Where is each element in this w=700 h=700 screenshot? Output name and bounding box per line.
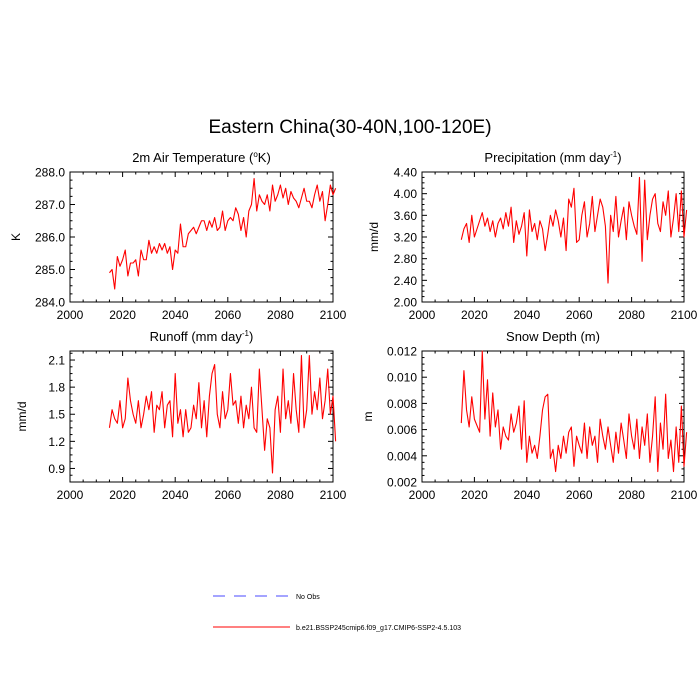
legend-label-no-obs: No Obs — [296, 594, 320, 601]
y-tick-label: 0.006 — [387, 423, 417, 437]
x-tick-label: 2080 — [618, 308, 645, 322]
y-tick-label: 0.002 — [387, 476, 417, 490]
x-tick-label: 2060 — [566, 488, 593, 502]
y-tick-label: 0.008 — [387, 397, 417, 411]
y-axis-label: m — [361, 412, 375, 422]
legend: No Obs b.e21.BSSP245cmip6.f09_g17.CMIP6-… — [213, 594, 461, 632]
x-tick-label: 2040 — [162, 308, 189, 322]
y-tick-label: 4.40 — [394, 166, 418, 180]
x-tick-label: 2100 — [671, 308, 698, 322]
panel-title: 2m Air Temperature (oK) — [132, 150, 271, 165]
x-tick-label: 2020 — [461, 308, 488, 322]
y-tick-label: 3.60 — [394, 209, 418, 223]
series-line-1 — [460, 176, 688, 284]
y-tick-label: 1.2 — [48, 435, 65, 449]
x-tick-label: 2020 — [109, 308, 136, 322]
y-tick-label: 288.0 — [35, 166, 65, 180]
panel-title-end: ) — [617, 150, 621, 165]
y-tick-label: 1.8 — [48, 381, 65, 395]
y-tick-label: 0.9 — [48, 462, 65, 476]
x-tick-label: 2060 — [214, 308, 241, 322]
y-tick-label: 2.80 — [394, 252, 418, 266]
x-tick-label: 2100 — [671, 488, 698, 502]
panel-title: Precipitation (mm day-1) — [484, 150, 621, 165]
x-tick-label: 2000 — [57, 308, 84, 322]
y-tick-label: 1.5 — [48, 408, 65, 422]
y-tick-label: 286.0 — [35, 231, 65, 245]
chart-panel-4: 2000 2020 2040 2060 2080 2100 0.002 0.004 0.006 0… — [361, 329, 698, 502]
chart-panel-2: 2000 2020 2040 2060 2080 2100 2.00 2.40 2.80 3.20… — [367, 150, 698, 322]
x-tick-label: 2060 — [566, 308, 593, 322]
y-tick-label: 4.00 — [394, 187, 418, 201]
y-tick-label: 0.004 — [387, 449, 417, 463]
y-axis-label: mm/d — [15, 402, 29, 432]
panel-title-superscript: o — [253, 150, 258, 159]
y-tick-label: 2.40 — [394, 274, 418, 288]
y-tick-label: 284.0 — [35, 296, 65, 310]
panel-title-text: Precipitation (mm day — [484, 150, 610, 165]
y-tick-label: 2.00 — [394, 296, 418, 310]
y-tick-label: 285.0 — [35, 263, 65, 277]
x-tick-label: 2040 — [513, 488, 540, 502]
y-axis-label: mm/d — [367, 222, 381, 252]
x-tick-label: 2020 — [461, 488, 488, 502]
x-tick-label: 2100 — [320, 488, 347, 502]
x-tick-label: 2040 — [513, 308, 540, 322]
x-tick-label: 2100 — [320, 308, 347, 322]
series-line-1 — [109, 177, 337, 290]
panel-title-superscript: -1 — [610, 150, 618, 159]
y-tick-label: 0.012 — [387, 345, 417, 359]
x-tick-label: 2000 — [409, 488, 436, 502]
panel-title-text: Snow Depth (m) — [506, 329, 600, 344]
x-tick-label: 2020 — [109, 488, 136, 502]
panel-title-text: Runoff (mm day — [150, 329, 243, 344]
y-tick-label: 3.20 — [394, 231, 418, 245]
x-tick-label: 2080 — [618, 488, 645, 502]
series-line-1 — [460, 350, 688, 473]
legend-label-model: b.e21.BSSP245cmip6.f09_g17.CMIP6-SSP2-4.… — [296, 625, 461, 632]
x-tick-label: 2080 — [267, 488, 294, 502]
panel-title-end: ) — [249, 329, 253, 344]
panel-title: Snow Depth (m) — [506, 329, 600, 344]
panel-title-end: K) — [258, 150, 271, 165]
x-tick-label: 2000 — [409, 308, 436, 322]
y-tick-label: 287.0 — [35, 198, 65, 212]
x-tick-label: 2040 — [162, 488, 189, 502]
chart-panel-1: 2000 2020 2040 2060 2080 2100 284.0 285.0 286.0 2… — [9, 150, 347, 322]
panel-title-superscript: -1 — [242, 329, 250, 338]
x-tick-label: 2080 — [267, 308, 294, 322]
panel-title: Runoff (mm day-1) — [150, 329, 254, 344]
chart-panels: 2000 2020 2040 2060 2080 2100 284.0 285.0 286.0 2… — [9, 150, 698, 502]
figure-title: Eastern China(30-40N,100-120E) — [208, 117, 491, 138]
x-tick-label: 2060 — [214, 488, 241, 502]
series-line-1 — [108, 354, 337, 474]
panel-title-text: 2m Air Temperature ( — [132, 150, 254, 165]
y-tick-label: 2.1 — [48, 354, 65, 368]
x-tick-label: 2000 — [57, 488, 84, 502]
y-tick-label: 0.010 — [387, 371, 417, 385]
chart-panel-3: 2000 2020 2040 2060 2080 2100 0.9 1.2 1.5 1.8 2.1 m… — [15, 329, 347, 502]
y-axis-label: K — [9, 233, 23, 241]
